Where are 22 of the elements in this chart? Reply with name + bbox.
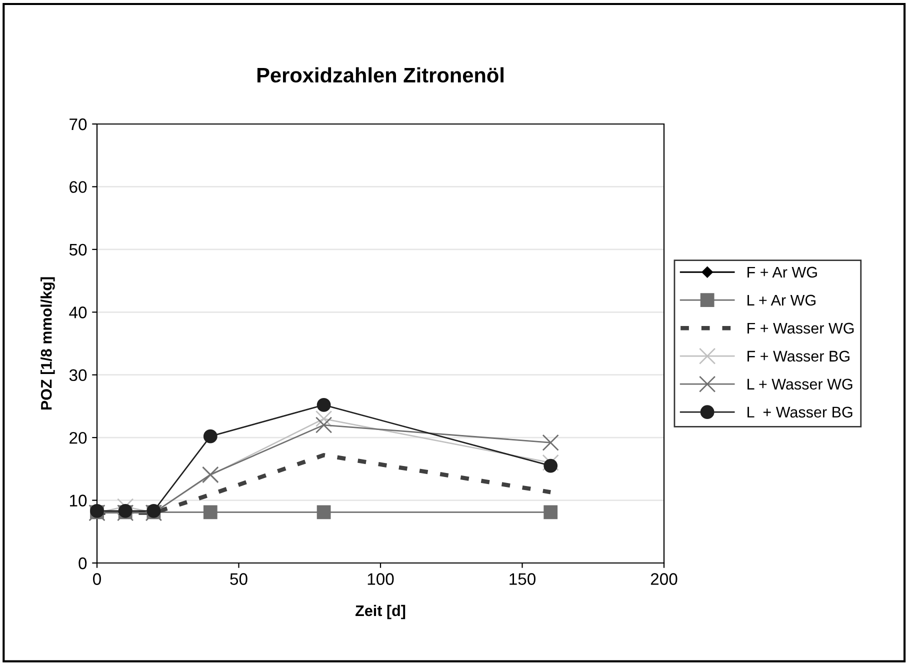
y-axis-title: POZ [1/8 mmol/kg] — [40, 277, 55, 410]
x-tick-label: 0 — [93, 573, 101, 585]
x-tick-label: 150 — [510, 573, 536, 585]
legend-label: F + Wasser WG — [748, 322, 854, 334]
y-tick-label: 10 — [70, 494, 87, 506]
x-tick-label: 100 — [368, 573, 394, 585]
x-tick-label: 200 — [650, 573, 678, 585]
chart-title: Peroxidzahlen Zitronenöl — [257, 67, 504, 83]
y-tick-label: 30 — [69, 369, 87, 382]
x-tick-label: 50 — [230, 573, 248, 585]
legend-label: F + Ar WG — [748, 266, 817, 278]
legend-label: L + Wasser WG — [748, 378, 852, 390]
legend-label: L + Wasser BG — [748, 406, 852, 418]
legend-label: L + Ar WG — [748, 294, 816, 306]
y-tick-label: 60 — [70, 181, 87, 193]
x-axis-title: Zeit [d] — [356, 604, 406, 620]
y-tick-label: 0 — [78, 557, 87, 570]
y-tick-label: 70 — [70, 118, 87, 130]
y-tick-label: 50 — [69, 244, 87, 256]
y-tick-label: 40 — [69, 306, 87, 318]
legend-label: F + Wasser BG — [748, 350, 850, 362]
y-tick-label: 20 — [70, 432, 87, 444]
